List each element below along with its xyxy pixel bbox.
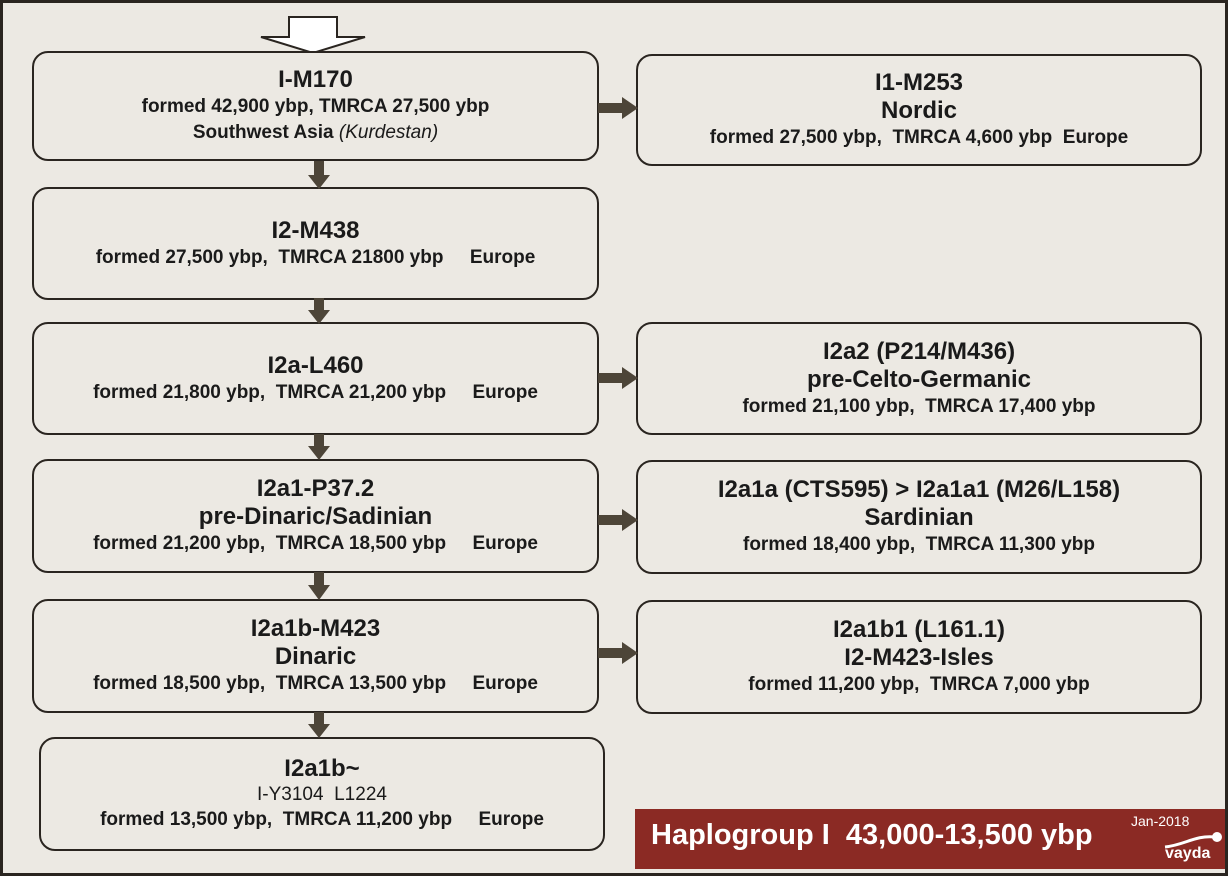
node-title: I2a-L460 xyxy=(267,351,364,379)
node-i2a1b1: I2a1b1 (L161.1) I2-M423-Isles formed 11,… xyxy=(636,600,1202,714)
node-i2a1b-tilde: I2a1b~ I-Y3104 L1224 formed 13,500 ybp, … xyxy=(39,737,605,851)
node-i2a-l460: I2a-L460 formed 21,800 ybp, TMRCA 21,200… xyxy=(32,322,599,435)
node-title: I2a1a (CTS595) > I2a1a1 (M26/L158) xyxy=(717,476,1121,503)
node-dates: formed 18,500 ybp, TMRCA 13,500 ybp Euro… xyxy=(93,673,538,694)
banner-date: Jan-2018 xyxy=(1131,813,1190,829)
node-dates: formed 21,200 ybp, TMRCA 18,500 ybp Euro… xyxy=(93,533,538,554)
right-arrow-icon xyxy=(598,509,638,531)
down-arrow-icon xyxy=(308,298,330,324)
down-arrow-icon xyxy=(308,434,330,460)
node-subtitle: Dinaric xyxy=(274,643,357,670)
node-subtitle: Nordic xyxy=(880,97,957,124)
node-subtitle: pre-Celto-Germanic xyxy=(806,365,1032,393)
node-title: I2a1-P37.2 xyxy=(256,475,375,502)
node-title: I2-M438 xyxy=(271,216,360,244)
node-title: I-M170 xyxy=(278,66,353,93)
region-note: (Kurdestan) xyxy=(338,122,439,143)
node-subtitle: I2-M423-Isles xyxy=(844,644,994,671)
node-i2a1a: I2a1a (CTS595) > I2a1a1 (M26/L158) Sardi… xyxy=(636,460,1202,574)
node-i-m170: I-M170 formed 42,900 ybp, TMRCA 27,500 y… xyxy=(32,51,599,161)
right-arrow-icon xyxy=(598,97,638,119)
node-title: I2a2 (P214/M436) xyxy=(822,337,1016,365)
logo-text: vayda xyxy=(1165,845,1211,862)
node-i2-m438: I2-M438 formed 27,500 ybp, TMRCA 21800 y… xyxy=(32,187,599,300)
node-region: Southwest Asia (Kurdestan) xyxy=(193,120,438,146)
vayda-logo-icon xyxy=(1164,832,1222,849)
node-dates: formed 42,900 ybp, TMRCA 27,500 ybp xyxy=(141,96,490,117)
node-i1-m253: I1-M253 Nordic formed 27,500 ybp, TMRCA … xyxy=(636,54,1202,166)
banner-title: Haplogroup I 43,000-13,500 ybp xyxy=(651,819,1093,851)
region: Southwest Asia xyxy=(192,122,334,143)
node-dates: formed 21,800 ybp, TMRCA 21,200 ybp Euro… xyxy=(93,381,538,403)
node-dates: formed 27,500 ybp, TMRCA 4,600 ybp Europ… xyxy=(709,127,1129,148)
right-arrow-icon xyxy=(598,367,638,389)
node-dates: formed 18,400 ybp, TMRCA 11,300 ybp xyxy=(743,534,1095,555)
node-subtitle: I-Y3104 L1224 xyxy=(257,784,387,805)
down-arrow-icon xyxy=(308,572,330,600)
node-dates: formed 13,500 ybp, TMRCA 11,200 ybp Euro… xyxy=(100,809,544,830)
node-title: I2a1b~ xyxy=(284,755,360,782)
down-arrow-icon xyxy=(308,712,330,738)
node-dates: formed 11,200 ybp, TMRCA 7,000 ybp xyxy=(748,674,1090,695)
down-arrow-icon xyxy=(308,161,330,189)
node-subtitle: Sardinian xyxy=(864,504,974,531)
right-arrow-icon xyxy=(598,642,638,664)
node-subtitle: pre-Dinaric/Sadinian xyxy=(198,503,433,530)
node-title: I1-M253 xyxy=(874,69,964,96)
title-banner: Haplogroup I 43,000-13,500 ybp Jan-2018 … xyxy=(635,809,1225,869)
node-i2a2: I2a2 (P214/M436) pre-Celto-Germanic form… xyxy=(636,322,1202,435)
node-dates: formed 21,100 ybp, TMRCA 17,400 ybp xyxy=(742,395,1096,417)
node-dates: formed 27,500 ybp, TMRCA 21800 ybp Europ… xyxy=(95,246,536,268)
node-title: I2a1b1 (L161.1) xyxy=(832,616,1006,643)
node-i2a1b-m423: I2a1b-M423 Dinaric formed 18,500 ybp, TM… xyxy=(32,599,599,713)
node-i2a1-p37: I2a1-P37.2 pre-Dinaric/Sadinian formed 2… xyxy=(32,459,599,573)
node-title: I2a1b-M423 xyxy=(250,615,381,642)
entry-arrow-icon xyxy=(260,16,366,55)
